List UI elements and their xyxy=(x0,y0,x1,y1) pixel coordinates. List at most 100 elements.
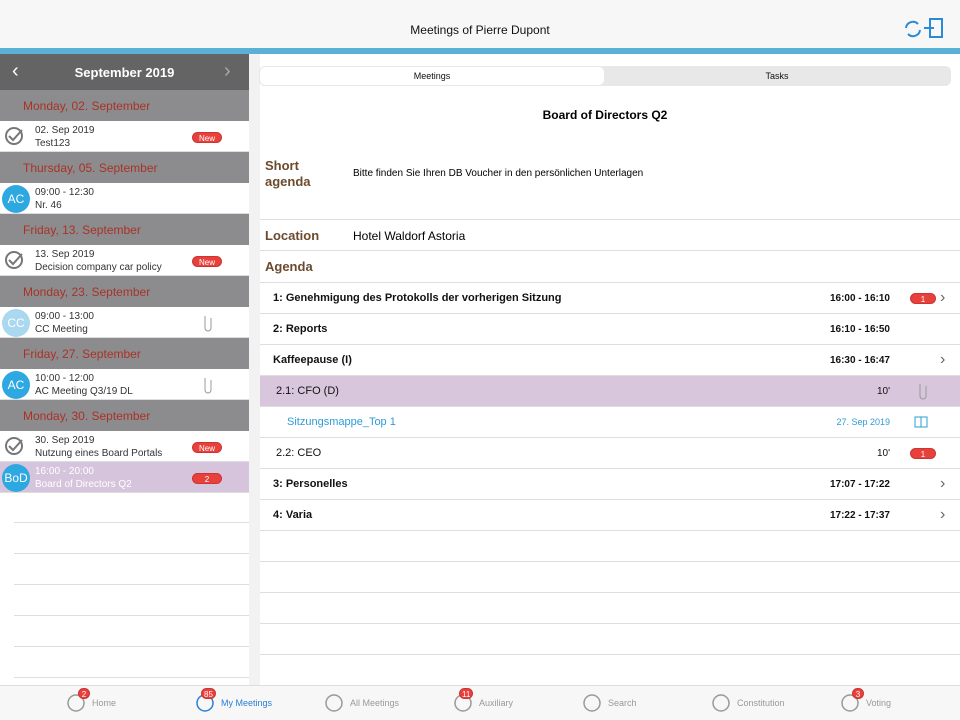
sidebar-divider xyxy=(249,54,260,685)
item-line2: Board of Directors Q2 xyxy=(35,479,132,490)
day-label: Monday, 30. September xyxy=(23,409,151,423)
day-label: Friday, 27. September xyxy=(23,347,141,361)
day-label: Monday, 23. September xyxy=(23,285,151,299)
empty-row xyxy=(260,592,960,593)
tab-label[interactable]: Home xyxy=(92,698,117,708)
day-header xyxy=(0,90,249,121)
detail-title: Board of Directors Q2 xyxy=(542,108,668,122)
tab-label[interactable]: All Meetings xyxy=(350,698,400,708)
agenda-time: 10' xyxy=(876,386,890,397)
meeting-item[interactable] xyxy=(0,369,249,400)
item-line1: 13. Sep 2019 xyxy=(35,249,95,260)
meeting-item[interactable] xyxy=(0,307,249,338)
chevron: › xyxy=(940,506,946,523)
empty-row xyxy=(260,654,960,655)
agenda-title: 2.1: CFO (D) xyxy=(276,385,339,397)
agenda-time: 16:00 - 16:10 xyxy=(829,293,890,304)
chevron: › xyxy=(940,475,946,492)
agenda-row[interactable] xyxy=(260,406,960,437)
blue-strip xyxy=(0,48,960,54)
empty-row xyxy=(14,553,249,554)
location-label: Location xyxy=(265,228,320,243)
agenda-title: 1: Genehmigung des Protokolls der vorher… xyxy=(273,292,562,304)
agenda-time: 17:07 - 17:22 xyxy=(829,479,890,490)
empty-row xyxy=(260,530,960,531)
next-month[interactable]: › xyxy=(224,60,231,82)
location: Hotel Waldorf Astoria xyxy=(353,229,466,243)
item-line2: Decision company car policy xyxy=(35,262,162,273)
tab-label[interactable]: My Meetings xyxy=(221,698,273,708)
meeting-item[interactable] xyxy=(0,183,249,214)
agenda-title: 2.2: CEO xyxy=(276,447,322,459)
agenda-row[interactable] xyxy=(260,313,960,344)
empty-row xyxy=(14,646,249,647)
avatar-text: CC xyxy=(7,316,25,330)
agenda-row[interactable] xyxy=(260,437,960,468)
day-label: Friday, 13. September xyxy=(23,223,141,237)
item-line1: 09:00 - 12:30 xyxy=(35,187,94,198)
avatar-text: AC xyxy=(7,378,25,392)
agenda-badge: 1 xyxy=(910,293,936,304)
prev-month[interactable]: ‹ xyxy=(12,60,19,82)
agenda-time: 10' xyxy=(876,448,890,459)
agenda-row[interactable] xyxy=(260,375,960,406)
day-header xyxy=(0,214,249,245)
short-agenda-text: Bitte finden Sie Ihren DB Voucher in den… xyxy=(353,168,644,179)
item-badge: New xyxy=(192,132,222,143)
day-header xyxy=(0,338,249,369)
chevron: › xyxy=(940,289,946,306)
agenda-label: Agenda xyxy=(265,259,313,274)
sidebar-header xyxy=(0,54,249,90)
agenda-time: 16:30 - 16:47 xyxy=(829,355,890,366)
avatar-circle xyxy=(2,309,30,337)
segment[interactable]: Tasks xyxy=(765,71,789,81)
avatar-circle xyxy=(2,185,30,213)
item-line1: 10:00 - 12:00 xyxy=(35,373,94,384)
header xyxy=(0,0,960,48)
tab-icon xyxy=(712,694,730,712)
segment[interactable]: Meetings xyxy=(260,67,604,85)
tab-badge: 3 xyxy=(852,688,864,699)
day-label: Monday, 02. September xyxy=(23,99,151,113)
day-header xyxy=(0,276,249,307)
day-header xyxy=(0,152,249,183)
agenda-row[interactable] xyxy=(260,468,960,499)
month-label: September 2019 xyxy=(74,65,175,80)
agenda-row[interactable] xyxy=(260,344,960,375)
agenda-row[interactable] xyxy=(260,282,960,313)
empty-row xyxy=(14,584,249,585)
agenda-title: 2: Reports xyxy=(273,323,328,335)
avatar-text: AC xyxy=(7,192,25,206)
tab-label[interactable]: Voting xyxy=(866,698,892,708)
tab-label[interactable]: Auxiliary xyxy=(479,698,514,708)
avatar-circle xyxy=(2,371,30,399)
empty-row xyxy=(260,623,960,624)
clip-icon xyxy=(204,378,212,394)
empty-row xyxy=(260,685,960,686)
clip-icon xyxy=(204,316,212,332)
short-agenda-label: Short agenda xyxy=(265,158,311,189)
empty-row xyxy=(14,615,249,616)
item-line2: Test123 xyxy=(35,138,71,149)
agenda-time: 17:22 - 17:37 xyxy=(829,510,890,521)
item-line1: 30. Sep 2019 xyxy=(35,435,95,446)
item-badge: New xyxy=(192,256,222,267)
sync-exit-icons[interactable] xyxy=(902,16,950,42)
check-icon xyxy=(5,127,23,145)
agenda-row[interactable] xyxy=(260,499,960,530)
tab-icon xyxy=(325,694,343,712)
agenda-title: 4: Varia xyxy=(273,509,313,521)
book-icon xyxy=(914,416,928,428)
agenda-title: Kaffeepause (I) xyxy=(273,354,352,366)
chevron: › xyxy=(940,351,946,368)
tab-label[interactable]: Constitution xyxy=(737,698,785,708)
agenda-time: 16:10 - 16:50 xyxy=(829,324,890,335)
agenda-time: 27. Sep 2019 xyxy=(836,417,890,427)
empty-row xyxy=(14,677,249,678)
tab-label[interactable]: Search xyxy=(608,698,637,708)
item-badge: 2 xyxy=(192,473,222,484)
tab-icon xyxy=(67,694,85,712)
tab-icon xyxy=(583,694,601,712)
day-header xyxy=(0,400,249,431)
